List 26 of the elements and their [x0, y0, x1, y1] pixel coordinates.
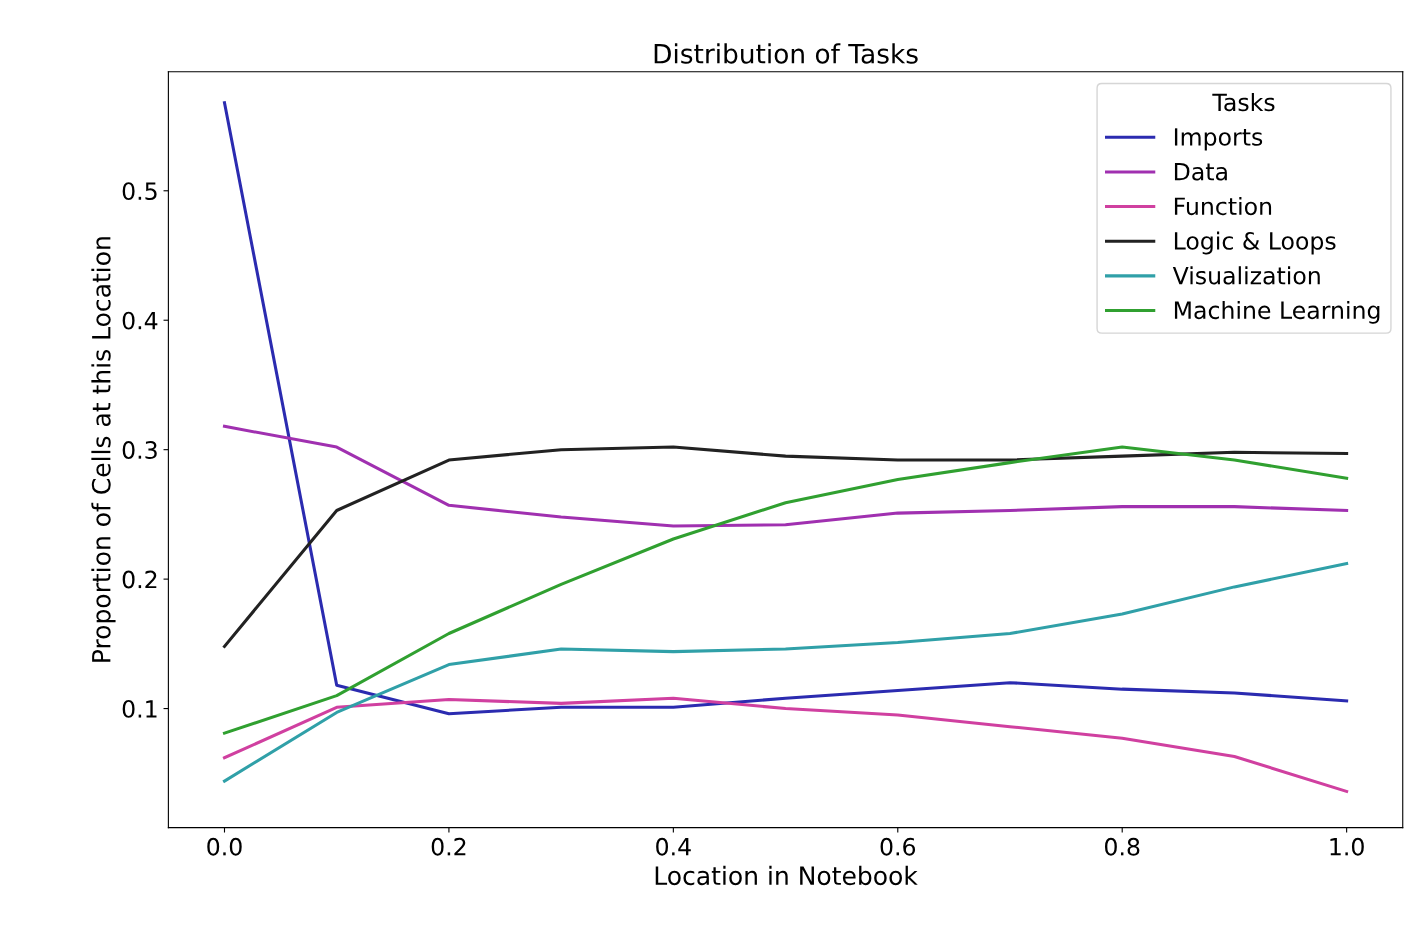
- legend-title: Tasks: [1212, 92, 1275, 112]
- x-tick-label: 1.0: [1330, 837, 1364, 856]
- legend-label: Data: [1174, 162, 1227, 181]
- y-axis-title: Proportion of Cells at this Location: [91, 237, 116, 662]
- y-tick-label: 0.1: [122, 700, 157, 718]
- y-tick-label: 0.3: [122, 441, 157, 459]
- legend-label: Function: [1174, 196, 1272, 216]
- line-series: [222, 445, 1349, 735]
- legend-label: Visualization: [1172, 266, 1320, 285]
- y-tick-label: 0.2: [122, 570, 157, 589]
- x-tick-label: 0.6: [880, 837, 916, 856]
- line-series: [222, 696, 1349, 793]
- y-tick-label: 0.5: [122, 182, 157, 201]
- legend-label: Imports: [1174, 128, 1263, 151]
- x-axis-title: Location in Notebook: [655, 865, 918, 886]
- line-series: [222, 562, 1349, 783]
- legend-label: Logic & Loops: [1174, 231, 1336, 255]
- line-series: [222, 445, 1349, 648]
- line-series: [222, 424, 1349, 528]
- chart-title: Distribution of Tasks: [654, 43, 918, 64]
- x-tick-label: 0.4: [656, 837, 691, 856]
- legend-label: Machine Learning: [1174, 300, 1380, 324]
- y-tick-label: 0.4: [122, 311, 158, 330]
- x-tick-label: 0.8: [1104, 837, 1140, 856]
- x-tick-label: 0.2: [431, 837, 466, 856]
- x-tick-label: 0.0: [207, 837, 242, 856]
